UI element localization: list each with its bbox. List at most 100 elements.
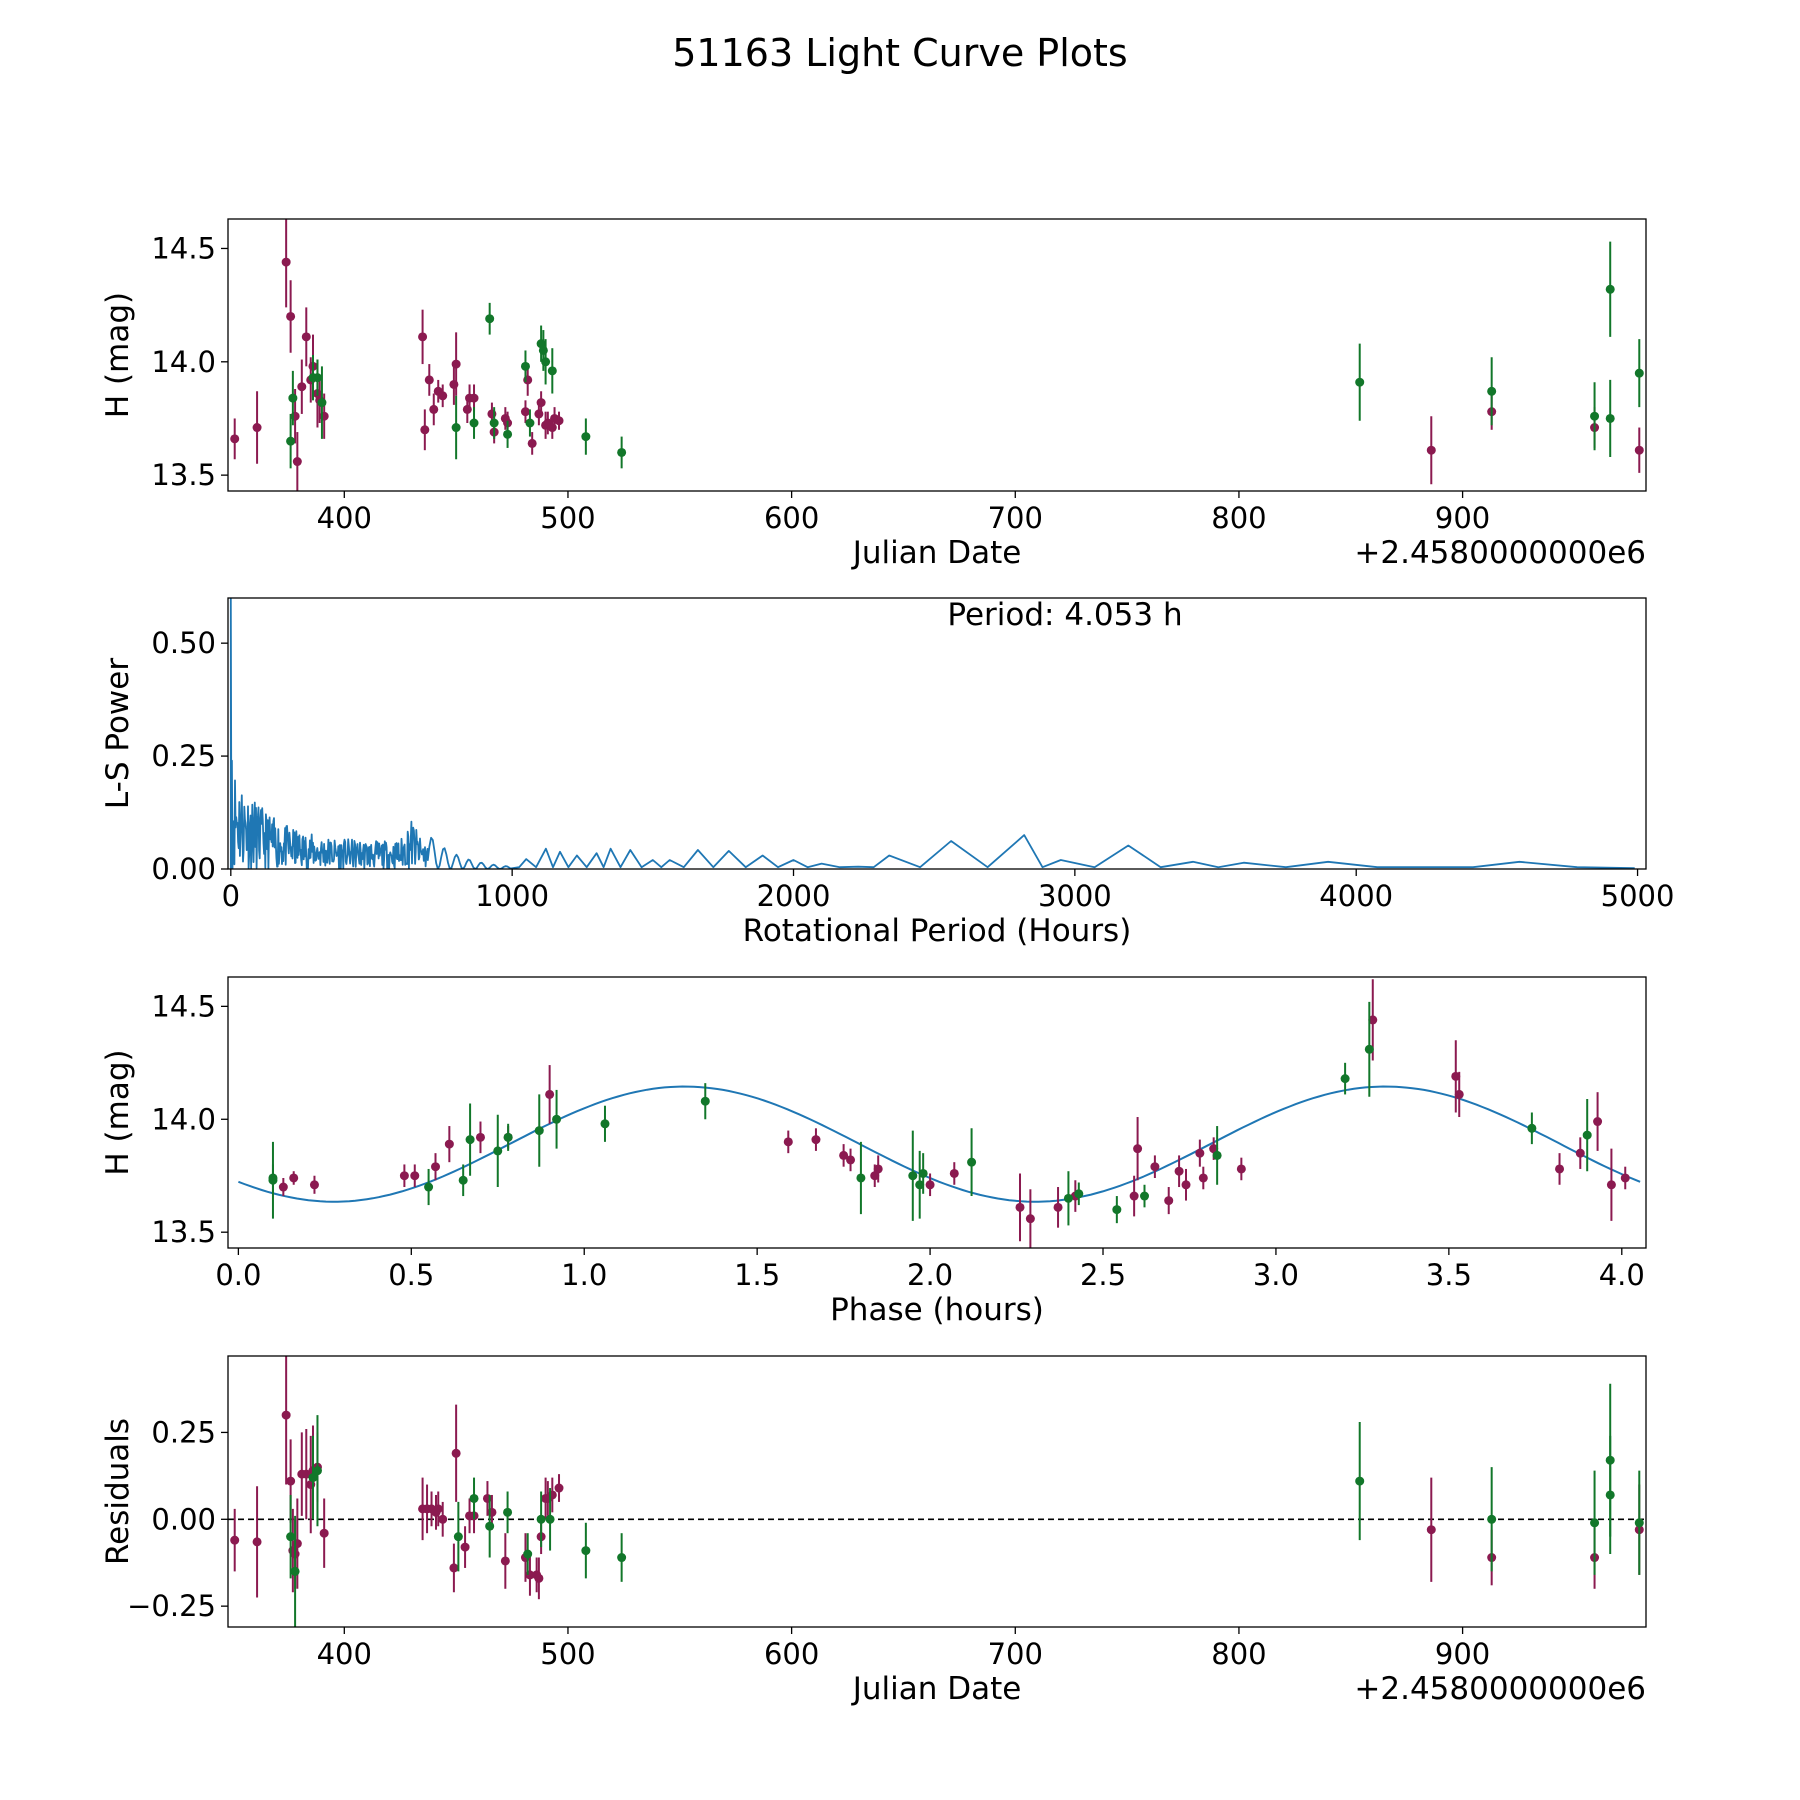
x-tick-label: 0.0 (215, 1258, 261, 1292)
data-point-green (541, 357, 551, 367)
data-point-maroon (1368, 1015, 1378, 1025)
data-point-green (1355, 377, 1365, 387)
plot-frame (227, 1355, 1647, 1628)
data-point-green (424, 1182, 434, 1192)
plot-frame (227, 218, 1647, 492)
data-point-green (503, 1507, 513, 1517)
data-point-green (485, 314, 495, 324)
data-point-maroon (451, 1448, 461, 1458)
figure-title: 51163 Light Curve Plots (672, 31, 1127, 75)
x-tick-label: 500 (540, 501, 595, 535)
data-point-maroon (1174, 1166, 1184, 1176)
y-tick-label: 0.25 (151, 1415, 216, 1449)
x-offset-label: +2.4580000000e6 (1354, 535, 1646, 571)
data-point-maroon (1164, 1196, 1174, 1206)
data-point-green (1364, 1044, 1374, 1054)
x-axis-label: Julian Date (851, 535, 1022, 571)
data-point-maroon (297, 382, 307, 392)
data-point-maroon (1133, 1144, 1143, 1154)
data-point-maroon (460, 1542, 470, 1552)
x-tick-label: 4.0 (1599, 1258, 1645, 1292)
data-point-maroon (444, 1139, 454, 1149)
data-point-maroon (545, 1089, 555, 1099)
data-point-maroon (870, 1171, 880, 1181)
data-point-maroon (1555, 1164, 1565, 1174)
data-point-maroon (1620, 1173, 1630, 1183)
data-point-maroon (500, 1556, 510, 1566)
x-tick-label: 2000 (757, 879, 831, 913)
x-tick-label: 1.5 (734, 1258, 780, 1292)
data-point-green (536, 1514, 546, 1524)
data-point-maroon (431, 1162, 441, 1172)
data-point-maroon (1053, 1202, 1063, 1212)
plot-frame (227, 597, 1647, 870)
data-point-green (1582, 1130, 1592, 1140)
data-point-maroon (475, 1132, 485, 1142)
x-tick-label: 500 (540, 1637, 595, 1671)
data-point-green (453, 1532, 463, 1542)
y-tick-label: 0.00 (151, 852, 216, 886)
data-point-maroon (1150, 1162, 1160, 1172)
y-tick-label: 0.00 (151, 1502, 216, 1536)
x-tick-label: 0 (222, 879, 240, 913)
data-point-maroon (554, 1483, 564, 1493)
data-point-maroon (281, 1410, 291, 1420)
data-point-maroon (433, 1504, 443, 1514)
x-tick-label: 3000 (1038, 879, 1112, 913)
data-point-green (1590, 411, 1600, 421)
subplot-p1: 400 500 600 700 800 900 13.5 14.0 14.5 Julian Dat… (100, 218, 1647, 571)
data-point-green (465, 1135, 475, 1145)
data-point-maroon (1198, 1173, 1208, 1183)
data-point-green (1355, 1476, 1365, 1486)
plot-frame (227, 976, 1647, 1249)
data-point-maroon (1181, 1180, 1191, 1190)
x-offset-label: +2.4580000000e6 (1354, 1671, 1646, 1707)
data-point-green (288, 393, 298, 403)
x-axis-label: Rotational Period (Hours) (743, 913, 1132, 949)
data-point-green (545, 1514, 555, 1524)
data-point-green (1063, 1193, 1073, 1203)
data-point-maroon (252, 1537, 262, 1547)
x-tick-label: 900 (1435, 501, 1490, 535)
y-tick-label: 14.0 (151, 345, 216, 379)
y-axis-label: H (mag) (100, 292, 136, 418)
y-tick-label: 14.5 (151, 989, 216, 1023)
data-point-maroon (301, 332, 311, 342)
data-point-green (290, 1566, 300, 1576)
data-point-green (600, 1119, 610, 1129)
x-axis-label: Julian Date (851, 1671, 1022, 1707)
data-point-maroon (1209, 1144, 1219, 1154)
data-point-green (493, 1146, 503, 1156)
data-point-maroon (554, 416, 564, 426)
subplots: 400 500 600 700 800 900 13.5 14.0 14.5 Julian Dat… (100, 218, 1674, 1707)
data-point-green (915, 1180, 925, 1190)
data-point-maroon (410, 1171, 420, 1181)
data-point-green (489, 418, 499, 428)
data-point-green (520, 361, 530, 371)
data-point-maroon (1015, 1202, 1025, 1212)
y-tick-label: 14.0 (151, 1102, 216, 1136)
data-point-maroon (527, 438, 537, 448)
data-point-green (1074, 1189, 1084, 1199)
data-point-green (547, 366, 557, 376)
data-point-green (451, 423, 461, 433)
y-tick-label: 13.5 (151, 1215, 216, 1249)
period-annotation: Period: 4.053 h (947, 597, 1182, 633)
data-point-green (1605, 413, 1615, 423)
data-point-green (503, 429, 513, 439)
data-point-green (908, 1171, 918, 1181)
x-tick-label: 600 (764, 1637, 819, 1671)
data-point-maroon (1426, 445, 1436, 455)
data-point-maroon (1195, 1148, 1205, 1158)
x-tick-label: 2.5 (1080, 1258, 1126, 1292)
x-tick-label: 0.5 (388, 1258, 434, 1292)
data-point-maroon (309, 1180, 319, 1190)
x-tick-label: 2.0 (907, 1258, 953, 1292)
data-point-green (308, 1473, 318, 1483)
data-point-maroon (292, 457, 302, 467)
data-point-maroon (281, 257, 291, 267)
data-point-maroon (438, 391, 448, 401)
data-point-maroon (1129, 1191, 1139, 1201)
data-point-green (534, 1126, 544, 1136)
